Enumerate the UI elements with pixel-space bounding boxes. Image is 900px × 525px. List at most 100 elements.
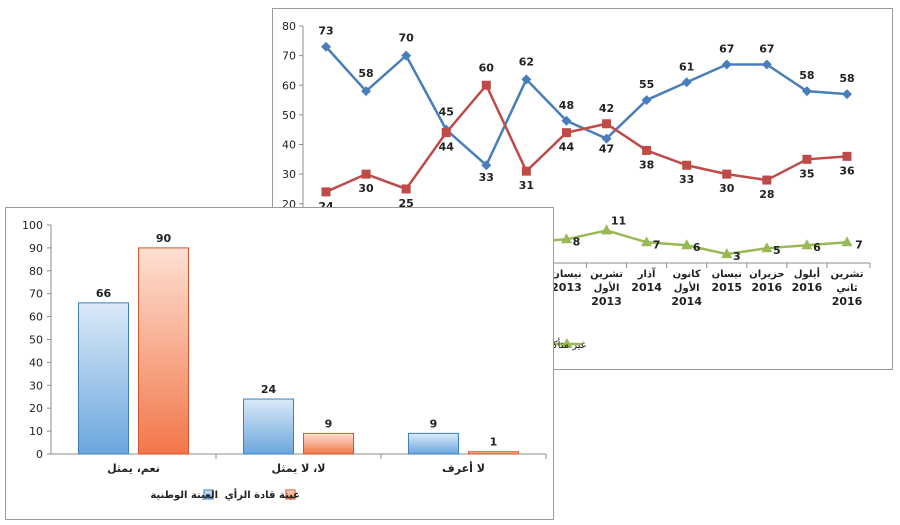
x-category-label: لا أعرف: [442, 461, 485, 475]
x-category-label: نيسان: [551, 269, 581, 280]
data-point: [561, 115, 572, 126]
x-category-label: أيلول: [794, 267, 820, 280]
data-point: [321, 187, 331, 197]
data-label: 7: [855, 238, 863, 251]
x-category-label: حزيران: [749, 269, 784, 280]
x-category-label: آذار: [637, 267, 656, 280]
data-point: [401, 184, 411, 194]
data-point: [761, 59, 772, 70]
y-tick-label: 20: [29, 402, 43, 415]
data-label: 55: [639, 78, 654, 91]
data-label: 48: [559, 99, 574, 112]
data-point: [681, 77, 692, 88]
legend-swatch: [203, 489, 214, 500]
data-label: 44: [559, 141, 575, 154]
data-point: [681, 239, 693, 250]
data-label: 35: [799, 167, 814, 180]
data-label: 42: [599, 102, 614, 115]
data-point: [481, 80, 491, 90]
data-label: 6: [813, 241, 821, 254]
x-category-label: 2013: [551, 281, 582, 294]
data-point: [641, 236, 653, 247]
x-category-label: 2016: [752, 281, 783, 294]
x-category-label: 2016: [792, 281, 823, 294]
x-category-label: 2014: [671, 295, 702, 308]
y-tick-label: 30: [29, 379, 43, 392]
legend-marker: [561, 338, 573, 348]
y-tick-label: 40: [29, 356, 43, 369]
data-label: 47: [599, 143, 614, 156]
x-category-label: 2015: [711, 281, 742, 294]
data-label: 58: [799, 69, 814, 82]
data-point: [682, 160, 692, 170]
bar-value-label: 1: [490, 436, 498, 449]
data-label: 62: [519, 55, 534, 68]
y-tick-label: 80: [29, 265, 43, 278]
x-category-label: ثاني: [836, 283, 858, 294]
data-label: 25: [398, 197, 413, 210]
bar: [303, 432, 354, 455]
data-label: 3: [733, 250, 741, 263]
data-point: [842, 151, 852, 161]
x-category-label: تشرين: [590, 269, 623, 280]
data-point: [560, 233, 572, 244]
series-line: [325, 45, 848, 167]
legend-label: عينة قادة الرأي: [225, 488, 300, 501]
y-tick-label: 50: [29, 334, 43, 347]
data-label: 31: [519, 179, 534, 192]
data-point: [361, 169, 371, 179]
data-label: 67: [719, 43, 734, 56]
data-label: 70: [398, 32, 414, 45]
y-tick-label: 90: [29, 242, 43, 255]
y-tick-label: 50: [282, 109, 296, 122]
bar-value-label: 24: [261, 383, 277, 396]
x-category-label: نيسان: [712, 269, 742, 280]
data-label: 44: [439, 141, 455, 154]
x-category-label: الأول: [674, 281, 700, 294]
data-point: [642, 145, 652, 155]
y-tick-label: 60: [282, 79, 296, 92]
legend-swatch: [285, 489, 296, 500]
x-category-label: 2014: [631, 281, 662, 294]
data-point: [762, 175, 772, 185]
data-label: 58: [358, 67, 373, 80]
y-tick-label: 30: [282, 168, 296, 181]
x-category-label: نعم، يمثل: [107, 462, 160, 475]
x-category-label: كانون: [673, 269, 701, 280]
x-category-label: الأول: [594, 281, 620, 294]
bar-value-label: 9: [430, 417, 438, 430]
y-tick-label: 60: [29, 311, 43, 324]
bar: [78, 302, 129, 455]
data-label: 38: [639, 158, 654, 171]
data-label: 7: [653, 238, 661, 251]
data-label: 33: [679, 173, 694, 186]
data-point: [842, 89, 852, 100]
data-point: [401, 50, 412, 61]
y-tick-label: 70: [282, 50, 296, 63]
data-label: 11: [611, 214, 626, 227]
data-label: 33: [479, 171, 494, 184]
representation-bar-chart: 0 10 20 30 40 50 60 70 80 90 100 66 90 نعم، يمثل 24 9 لا…: [22, 219, 547, 501]
data-label: 73: [318, 25, 333, 38]
bar: [408, 432, 459, 455]
data-label: 36: [839, 164, 855, 177]
y-tick-label: 80: [282, 20, 296, 33]
data-label: 6: [693, 241, 701, 254]
data-label: 60: [479, 61, 495, 74]
data-point: [722, 169, 732, 179]
data-point: [601, 133, 612, 144]
data-label: 67: [759, 43, 774, 56]
legend-label: غير متأكد: [548, 337, 586, 351]
x-category-label: 2016: [832, 295, 863, 308]
bar: [468, 451, 519, 455]
data-point: [321, 41, 331, 52]
data-point: [801, 239, 813, 250]
data-point: [561, 128, 571, 138]
data-point: [361, 86, 372, 97]
data-point: [801, 86, 812, 97]
x-category-label: لا، لا يمثل: [271, 462, 325, 475]
data-label: 45: [439, 106, 454, 119]
data-label: 30: [719, 182, 735, 195]
data-label: 58: [839, 72, 854, 85]
data-label: 30: [358, 182, 374, 195]
